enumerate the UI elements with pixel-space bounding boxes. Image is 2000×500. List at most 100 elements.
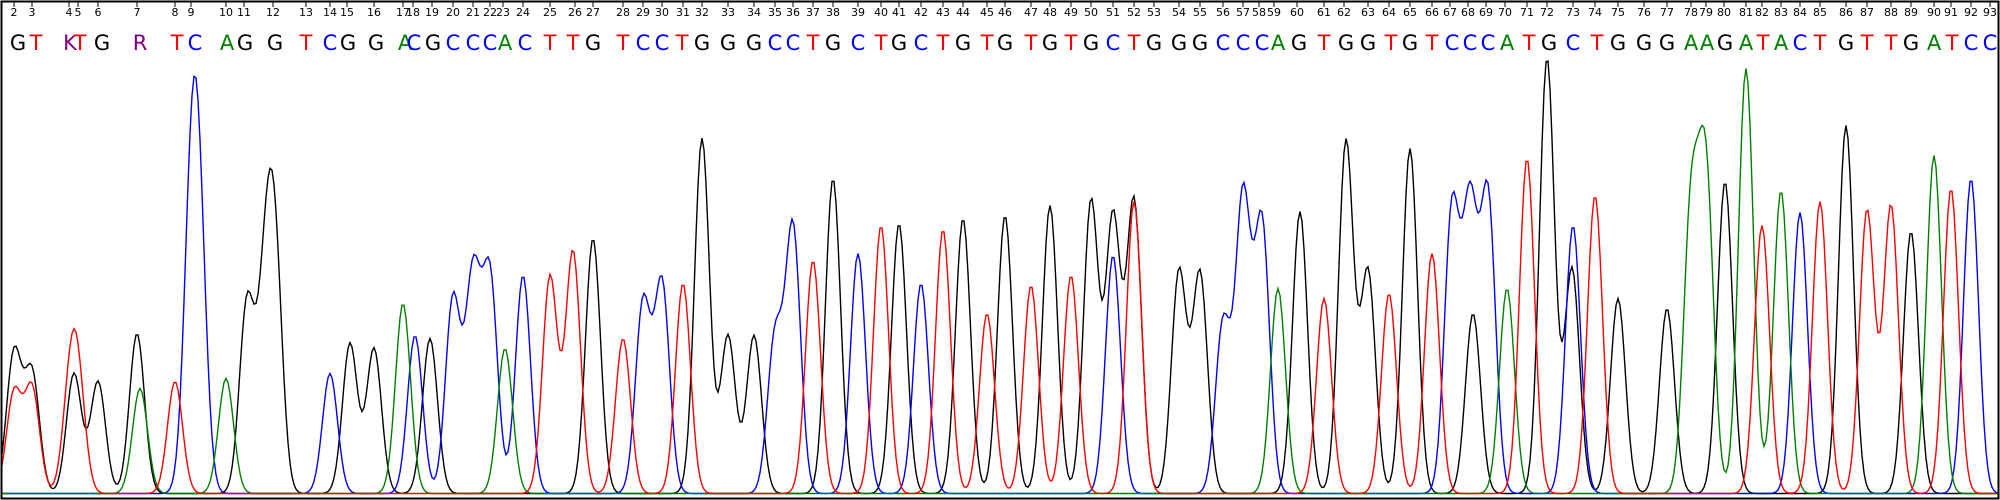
position-label: 26 (568, 6, 582, 19)
base-call: C (1463, 31, 1478, 55)
position-label: 9 (188, 6, 195, 19)
position-label: 10 (219, 6, 233, 19)
position-label: 84 (1793, 6, 1807, 19)
base-call: G (997, 31, 1013, 55)
position-label: 32 (695, 6, 709, 19)
position-label: 6 (95, 6, 102, 19)
base-call: R (133, 31, 148, 55)
base-call: T (806, 31, 820, 55)
position-label: 65 (1403, 6, 1417, 19)
base-call: G (720, 31, 736, 55)
base-call: C (1255, 31, 1270, 55)
position-label: 8 (172, 6, 179, 19)
position-label: 87 (1860, 6, 1874, 19)
position-label: 62 (1337, 6, 1351, 19)
base-call: T (1522, 31, 1536, 55)
position-label: 61 (1317, 6, 1331, 19)
base-call: G (1903, 31, 1919, 55)
position-label: 86 (1839, 6, 1853, 19)
base-call: T (936, 31, 950, 55)
position-label: 55 (1193, 6, 1207, 19)
base-call: A (1739, 31, 1754, 55)
position-label: 39 (851, 6, 865, 19)
base-call: G (1717, 31, 1733, 55)
position-label: 82 (1755, 6, 1769, 19)
position-label: 50 (1084, 6, 1098, 19)
position-label: 92 (1964, 6, 1978, 19)
position-label: 88 (1884, 6, 1898, 19)
base-call: T (1884, 31, 1898, 55)
position-label: 56 (1216, 6, 1230, 19)
position-label: 29 (636, 6, 650, 19)
position-label: 46 (998, 6, 1012, 19)
base-call: G (237, 31, 253, 55)
position-label: 33 (721, 6, 735, 19)
position-label: 2 (11, 6, 18, 19)
base-call: C (518, 31, 533, 55)
position-label: 75 (1611, 6, 1625, 19)
base-call: C (323, 31, 338, 55)
base-call: C (483, 31, 498, 55)
base-call: C (1106, 31, 1121, 55)
position-label: 48 (1043, 6, 1057, 19)
position-label: 52 (1127, 6, 1141, 19)
position-label: 14 (323, 6, 337, 19)
position-label: 27 (586, 6, 600, 19)
position-label: 58 (1252, 6, 1266, 19)
base-call: T (1945, 31, 1959, 55)
base-call: A (1700, 31, 1715, 55)
position-label: 34 (747, 6, 761, 19)
base-call: G (1042, 31, 1058, 55)
base-call: C (1964, 31, 1979, 55)
base-call: C (655, 31, 670, 55)
base-call: G (955, 31, 971, 55)
base-call: C (407, 31, 422, 55)
position-label: 89 (1904, 6, 1918, 19)
base-call: C (1983, 31, 1998, 55)
position-label: 30 (655, 6, 669, 19)
position-label: 45 (980, 6, 994, 19)
base-call: G (1291, 31, 1307, 55)
base-call: G (1338, 31, 1354, 55)
base-call: G (1360, 31, 1376, 55)
position-label: 67 (1443, 6, 1457, 19)
base-call: G (10, 31, 26, 55)
position-label: 72 (1540, 6, 1554, 19)
base-call: C (636, 31, 651, 55)
base-call: T (170, 31, 184, 55)
position-label: 53 (1147, 6, 1161, 19)
base-call: G (746, 31, 762, 55)
base-call: A (1774, 31, 1789, 55)
base-call: G (1171, 31, 1187, 55)
base-call: G (1146, 31, 1162, 55)
position-label: 41 (892, 6, 906, 19)
position-label: 68 (1461, 6, 1475, 19)
base-call: C (1445, 31, 1460, 55)
base-call: C (1236, 31, 1251, 55)
position-label: 85 (1813, 6, 1827, 19)
position-label: 54 (1172, 6, 1186, 19)
position-label: 73 (1566, 6, 1580, 19)
position-label: 91 (1944, 6, 1958, 19)
position-label: 15 (340, 6, 354, 19)
position-label: 47 (1024, 6, 1038, 19)
base-call: A (1271, 31, 1286, 55)
base-call: T (29, 31, 43, 55)
base-call: T (980, 31, 994, 55)
base-call: G (1636, 31, 1652, 55)
base-call: T (1756, 31, 1770, 55)
position-label: 59 (1267, 6, 1281, 19)
position-label: 44 (956, 6, 970, 19)
position-ticks-layer (13, 2, 1991, 7)
position-label: 37 (806, 6, 820, 19)
base-call: T (1590, 31, 1604, 55)
base-call: C (466, 31, 481, 55)
base-call: G (585, 31, 601, 55)
position-label: 76 (1637, 6, 1651, 19)
base-call: G (825, 31, 841, 55)
base-call: T (1127, 31, 1141, 55)
base-call: T (299, 31, 313, 55)
position-label: 12 (266, 6, 280, 19)
position-label: 21 (466, 6, 480, 19)
